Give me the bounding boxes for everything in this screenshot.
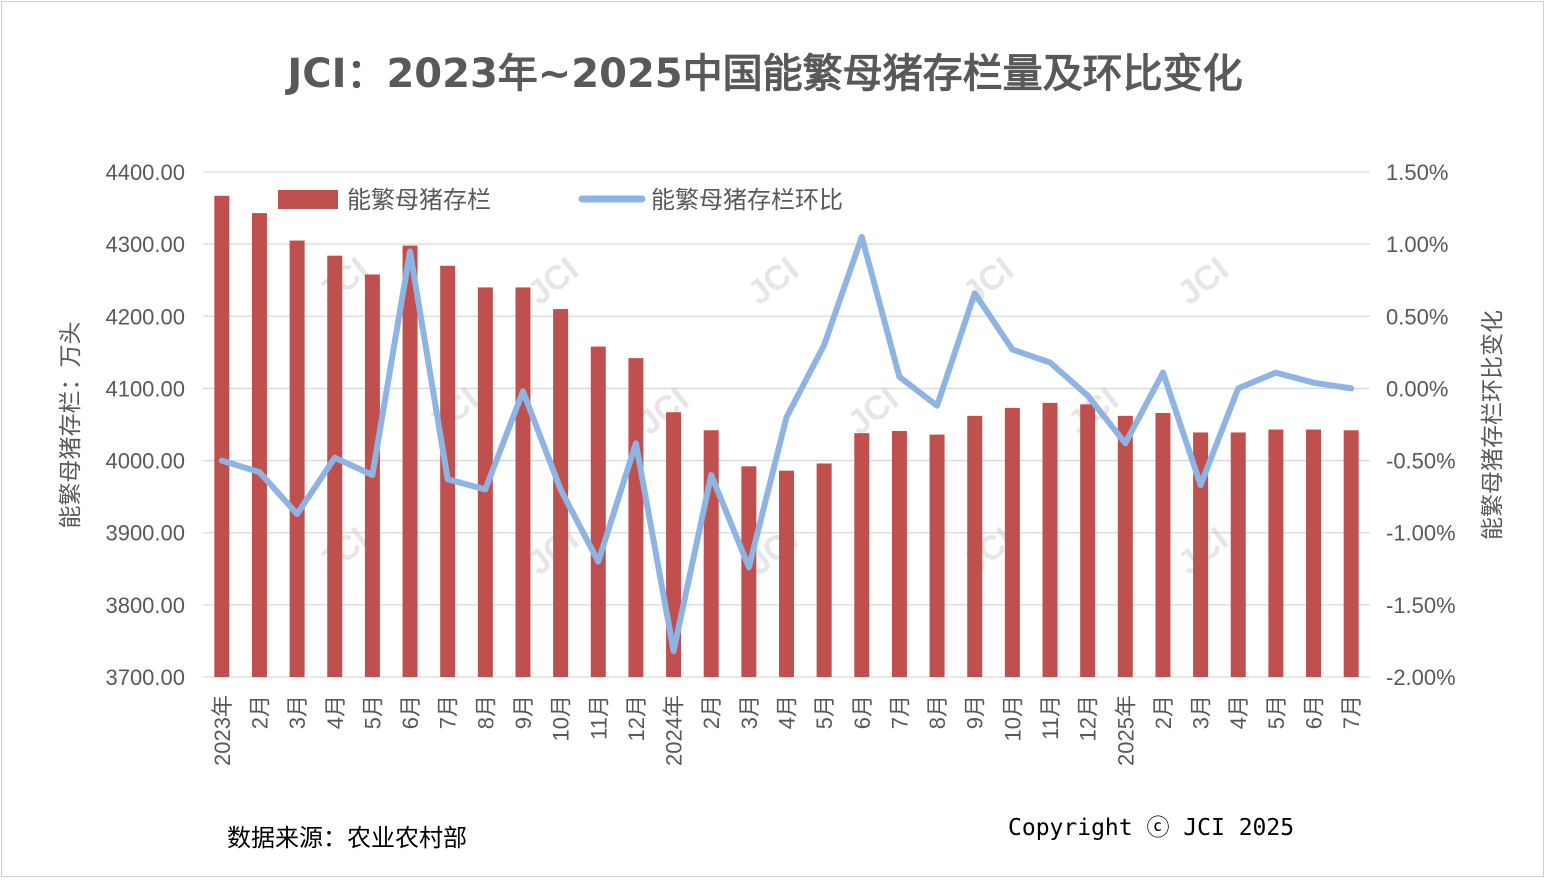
x-tick-label: 5月 [812,695,837,729]
line-path [218,233,1355,654]
bar [779,470,794,677]
bar [1193,432,1209,677]
legend-label-bar: 能繁母猪存栏 [347,186,491,214]
watermark: JCI [741,250,806,313]
chart-title: JCI：2023年~2025中国能繁母猪存栏量及环比变化 [284,51,1242,97]
bar [891,430,907,677]
x-tick-label: 5月 [360,695,385,729]
x-tick-label: 12月 [624,695,649,741]
source-note: 数据来源：农业农村部 [227,824,467,852]
bar [1343,430,1359,677]
x-tick-label: 2025年 [1113,695,1138,766]
bar [1230,432,1246,677]
x-tick-label: 3月 [737,695,762,729]
x-tick-label: 7月 [887,695,912,729]
legend-swatch-bar [278,190,338,209]
x-tick-label: 10月 [1000,695,1025,741]
y-tick-label: 4100.00 [105,376,185,401]
y-tick-label: 4000.00 [105,449,185,474]
bar [251,213,267,677]
y2-tick-label: -1.50% [1386,593,1456,618]
y-tick-label: 3800.00 [105,593,185,618]
y2-tick-label: 0.00% [1386,376,1448,401]
x-tick-label: 5月 [1264,695,1289,729]
bar [1117,415,1133,677]
x-tick-label: 8月 [925,695,950,729]
bar [402,245,418,678]
x-tick-label: 2月 [699,695,724,729]
x-tick-label: 8月 [473,695,498,729]
y-axis-left-label: 能繁母猪存栏：万头 [58,322,84,529]
legend: 能繁母猪存栏 能繁母猪存栏环比 [278,186,843,214]
bar [1155,412,1171,677]
y2-tick-label: 0.50% [1386,304,1448,329]
bar [816,463,832,677]
x-tick-label: 6月 [398,695,423,729]
x-tick-label: 2月 [1151,695,1176,729]
y-tick-label: 3900.00 [105,521,185,546]
bar [590,346,606,677]
y-tick-label: 4400.00 [105,160,185,185]
x-tick-label: 9月 [511,695,536,729]
y2-tick-label: 1.00% [1386,232,1448,257]
x-tick-label: 2024年 [662,695,687,766]
y-axis-left-ticks: 4400.00 4300.00 4200.00 4100.00 4000.00 3900.… [105,160,185,690]
x-tick-label: 11月 [586,695,611,740]
y2-tick-label: -0.50% [1386,449,1456,474]
y2-tick-label: -2.00% [1386,665,1456,690]
bar [854,433,870,677]
watermark: JCI [1171,250,1236,313]
x-tick-label: 6月 [1302,695,1327,729]
bar [1042,402,1058,677]
bar [289,240,305,678]
y-axis-right-ticks: 1.50% 1.00% 0.50% 0.00% -0.50% -1.00% -1.50% -2… [1386,160,1456,690]
x-tick-label: 6月 [850,695,875,729]
legend-label-line: 能繁母猪存栏环比 [651,186,843,214]
x-tick-label: 3月 [1189,695,1214,729]
bar [1004,407,1020,677]
x-axis-ticks: 2023年 2月 3月 4月 5月 6月 7月 8月 9月 10月 11月 12月 2024年 2月 3月 4… [210,695,1364,766]
bar [1080,404,1096,677]
x-tick-label: 9月 [963,695,988,729]
x-tick-label: 7月 [1339,695,1364,729]
x-tick-label: 11月 [1038,695,1063,740]
y-tick-label: 4200.00 [105,304,185,329]
x-tick-label: 4月 [1226,695,1251,729]
x-tick-label: 12月 [1076,695,1101,741]
bar-series [214,195,1359,678]
watermark: JCI [956,250,1021,313]
bar [515,287,531,677]
bar [741,466,757,677]
x-tick-label: 3月 [285,695,310,729]
x-tick-label: 10月 [549,695,574,741]
bar [327,255,343,677]
x-tick-label: 4月 [323,695,348,729]
x-tick-label: 4月 [775,695,800,729]
bar [214,195,230,678]
bar [1306,429,1322,677]
bar [628,358,644,677]
y2-tick-label: 1.50% [1386,160,1448,185]
bar [967,415,983,677]
bar [1268,429,1284,677]
copyright-note: Copyright ⓒ JCI 2025 [1008,815,1294,841]
y-tick-label: 3700.00 [105,665,185,690]
x-tick-label: 7月 [436,695,461,729]
y2-tick-label: -1.00% [1386,521,1456,546]
x-tick-label: 2月 [247,695,272,729]
y-axis-right-label: 能繁母猪存栏环比变化 [1480,310,1506,540]
y-tick-label: 4300.00 [105,232,185,257]
x-tick-label: 2023年 [210,695,235,766]
bar [929,434,945,677]
line-series [218,233,1355,654]
bar [703,430,719,677]
bar [666,412,682,677]
